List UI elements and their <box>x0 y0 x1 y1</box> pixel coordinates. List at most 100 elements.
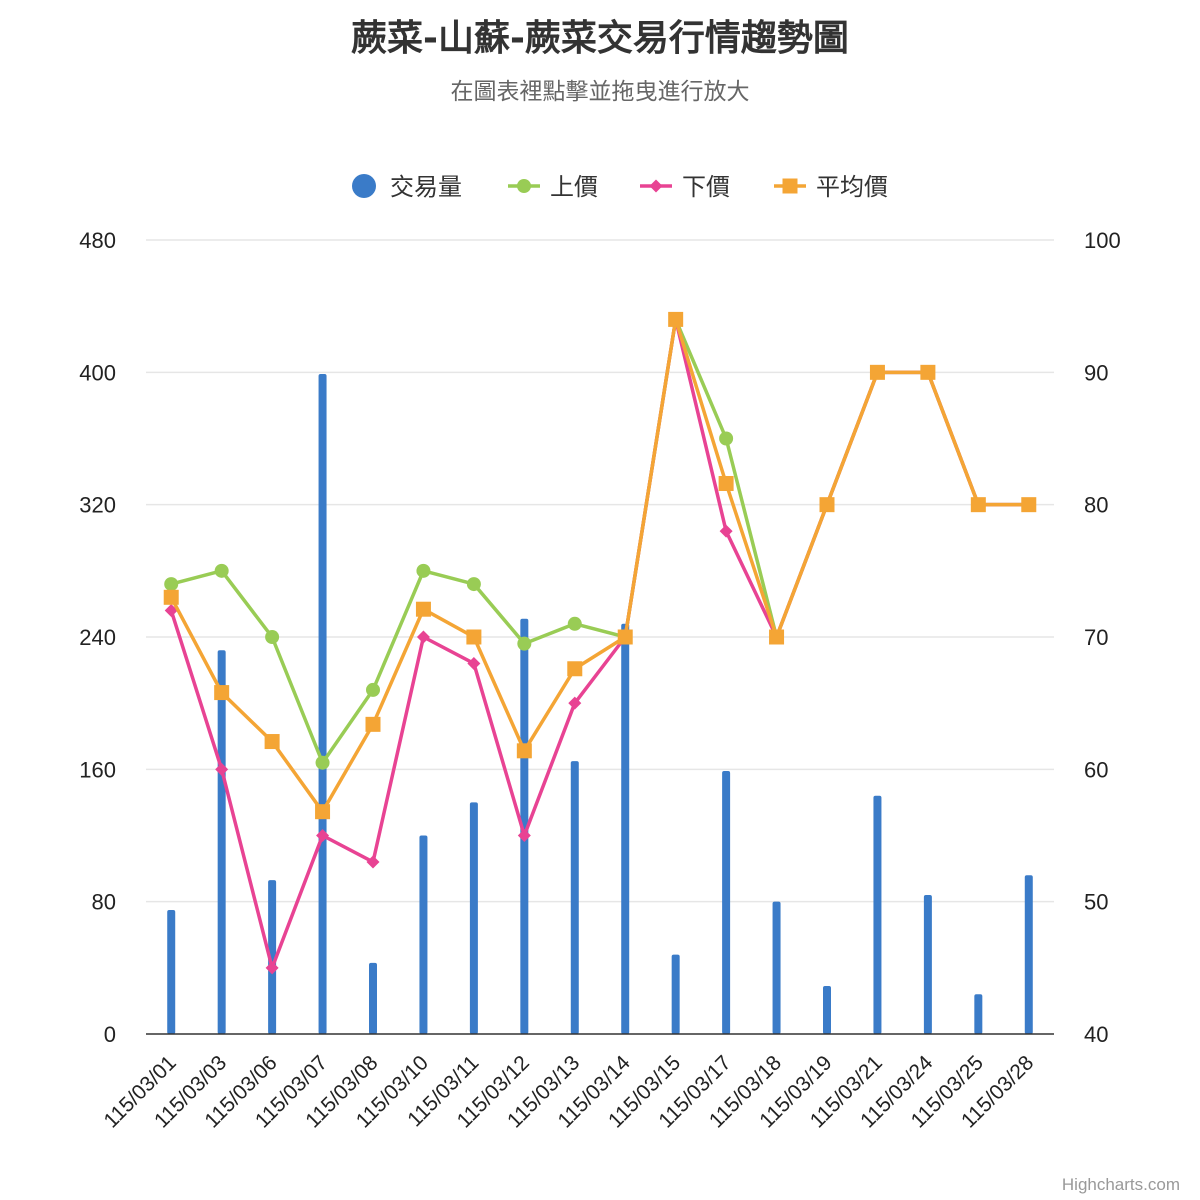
point-marker[interactable] <box>466 629 482 645</box>
volume-bar[interactable] <box>923 895 932 1034</box>
point-marker[interactable] <box>163 589 179 605</box>
point-marker[interactable] <box>366 682 380 697</box>
legend-symbol <box>352 174 376 198</box>
volume-bar[interactable] <box>722 770 731 1034</box>
point-marker[interactable] <box>567 661 583 677</box>
point-marker[interactable] <box>265 961 279 975</box>
volume-bar[interactable] <box>974 994 983 1034</box>
legend-label: 交易量 <box>390 173 462 201</box>
series-line[interactable] <box>169 317 1029 970</box>
volume-bar[interactable] <box>823 986 831 1034</box>
volume-bar[interactable] <box>469 802 478 1034</box>
right-tick-label: 100 <box>1084 228 1121 253</box>
legend-item[interactable]: 平均價 <box>774 173 888 201</box>
left-tick-label: 320 <box>79 493 116 518</box>
gridlines <box>146 239 1054 903</box>
point-marker[interactable] <box>782 178 798 194</box>
point-marker[interactable] <box>1021 497 1037 513</box>
point-marker[interactable] <box>718 475 734 491</box>
point-marker[interactable] <box>265 630 280 644</box>
point-marker[interactable] <box>869 364 885 380</box>
point-marker[interactable] <box>819 497 835 513</box>
point-marker[interactable] <box>416 630 430 644</box>
line-series[interactable] <box>164 312 1036 975</box>
volume-bar[interactable] <box>621 623 630 1034</box>
point-marker[interactable] <box>366 855 380 869</box>
point-marker[interactable] <box>365 716 381 732</box>
volume-bar[interactable] <box>369 962 377 1034</box>
point-marker[interactable] <box>316 829 330 842</box>
right-tick-label: 60 <box>1084 757 1108 782</box>
chart-subtitle: 在圖表裡點擊並拖曳進行放大 <box>451 79 750 105</box>
point-marker[interactable] <box>467 656 481 670</box>
legend-item[interactable]: 下價 <box>640 173 730 201</box>
left-y-axis: 0 80 160 240 320 400 480 <box>79 228 116 1047</box>
x-axis: 115/03/01115/03/03115/03/06115/03/07115/… <box>100 1033 1054 1133</box>
point-marker[interactable] <box>315 755 330 770</box>
legend[interactable]: 交易量 上價 下價 平均價 <box>352 173 888 201</box>
right-tick-label: 70 <box>1084 625 1108 650</box>
legend-label: 平均價 <box>816 173 888 201</box>
point-marker[interactable] <box>164 577 179 592</box>
volume-bar[interactable] <box>671 954 680 1034</box>
right-tick-label: 40 <box>1084 1022 1108 1047</box>
right-y-axis: 40 50 60 70 80 90 100 <box>1084 228 1121 1047</box>
point-marker[interactable] <box>668 311 684 327</box>
point-marker[interactable] <box>214 563 229 578</box>
legend-label: 上價 <box>550 173 598 201</box>
left-tick-label: 0 <box>104 1022 116 1047</box>
line-series[interactable] <box>163 311 1037 820</box>
point-marker[interactable] <box>466 577 481 592</box>
legend-label: 下價 <box>682 173 730 201</box>
volume-bar[interactable] <box>1024 875 1033 1034</box>
point-marker[interactable] <box>517 829 531 842</box>
point-marker[interactable] <box>568 696 582 710</box>
point-marker[interactable] <box>567 616 582 631</box>
volume-bar[interactable] <box>217 650 226 1034</box>
left-tick-label: 160 <box>79 757 116 782</box>
volume-bar[interactable] <box>772 901 781 1034</box>
point-marker[interactable] <box>970 497 986 513</box>
point-marker[interactable] <box>264 734 280 750</box>
credits-link[interactable]: Highcharts.com <box>1062 1175 1180 1194</box>
series-line[interactable] <box>169 317 1029 814</box>
volume-bar[interactable] <box>520 618 529 1034</box>
point-marker[interactable] <box>315 804 331 820</box>
legend-item[interactable]: 上價 <box>508 173 598 201</box>
left-tick-label: 400 <box>79 360 116 385</box>
point-marker[interactable] <box>516 743 532 759</box>
point-marker[interactable] <box>719 524 733 538</box>
right-tick-label: 90 <box>1084 360 1108 385</box>
line-series[interactable] <box>164 312 1036 770</box>
series-line[interactable] <box>170 317 1029 765</box>
left-tick-label: 80 <box>92 890 116 915</box>
point-marker[interactable] <box>617 629 633 645</box>
point-marker[interactable] <box>769 629 785 645</box>
right-tick-label: 50 <box>1084 890 1108 915</box>
volume-bar[interactable] <box>873 795 882 1034</box>
price-lines[interactable] <box>163 311 1037 975</box>
right-tick-label: 80 <box>1084 493 1108 518</box>
chart-title: 蕨菜-山蘇-蕨菜交易行情趨勢圖 <box>351 17 849 59</box>
legend-item[interactable]: 交易量 <box>352 173 462 201</box>
point-marker[interactable] <box>164 604 178 618</box>
point-marker[interactable] <box>517 179 531 193</box>
point-marker[interactable] <box>214 685 230 701</box>
point-marker[interactable] <box>719 431 734 446</box>
volume-bar[interactable] <box>167 909 176 1034</box>
point-marker[interactable] <box>649 179 663 193</box>
point-marker[interactable] <box>215 762 229 776</box>
left-tick-label: 480 <box>79 228 116 253</box>
point-marker[interactable] <box>517 636 532 651</box>
volume-bar[interactable] <box>570 761 579 1034</box>
volume-bar[interactable] <box>318 373 327 1034</box>
volume-bar[interactable] <box>268 880 277 1034</box>
volume-bars[interactable] <box>167 373 1033 1035</box>
left-tick-label: 240 <box>79 625 116 650</box>
point-marker[interactable] <box>415 601 431 617</box>
point-marker[interactable] <box>416 563 431 578</box>
point-marker[interactable] <box>920 364 936 380</box>
volume-bar[interactable] <box>419 835 428 1035</box>
